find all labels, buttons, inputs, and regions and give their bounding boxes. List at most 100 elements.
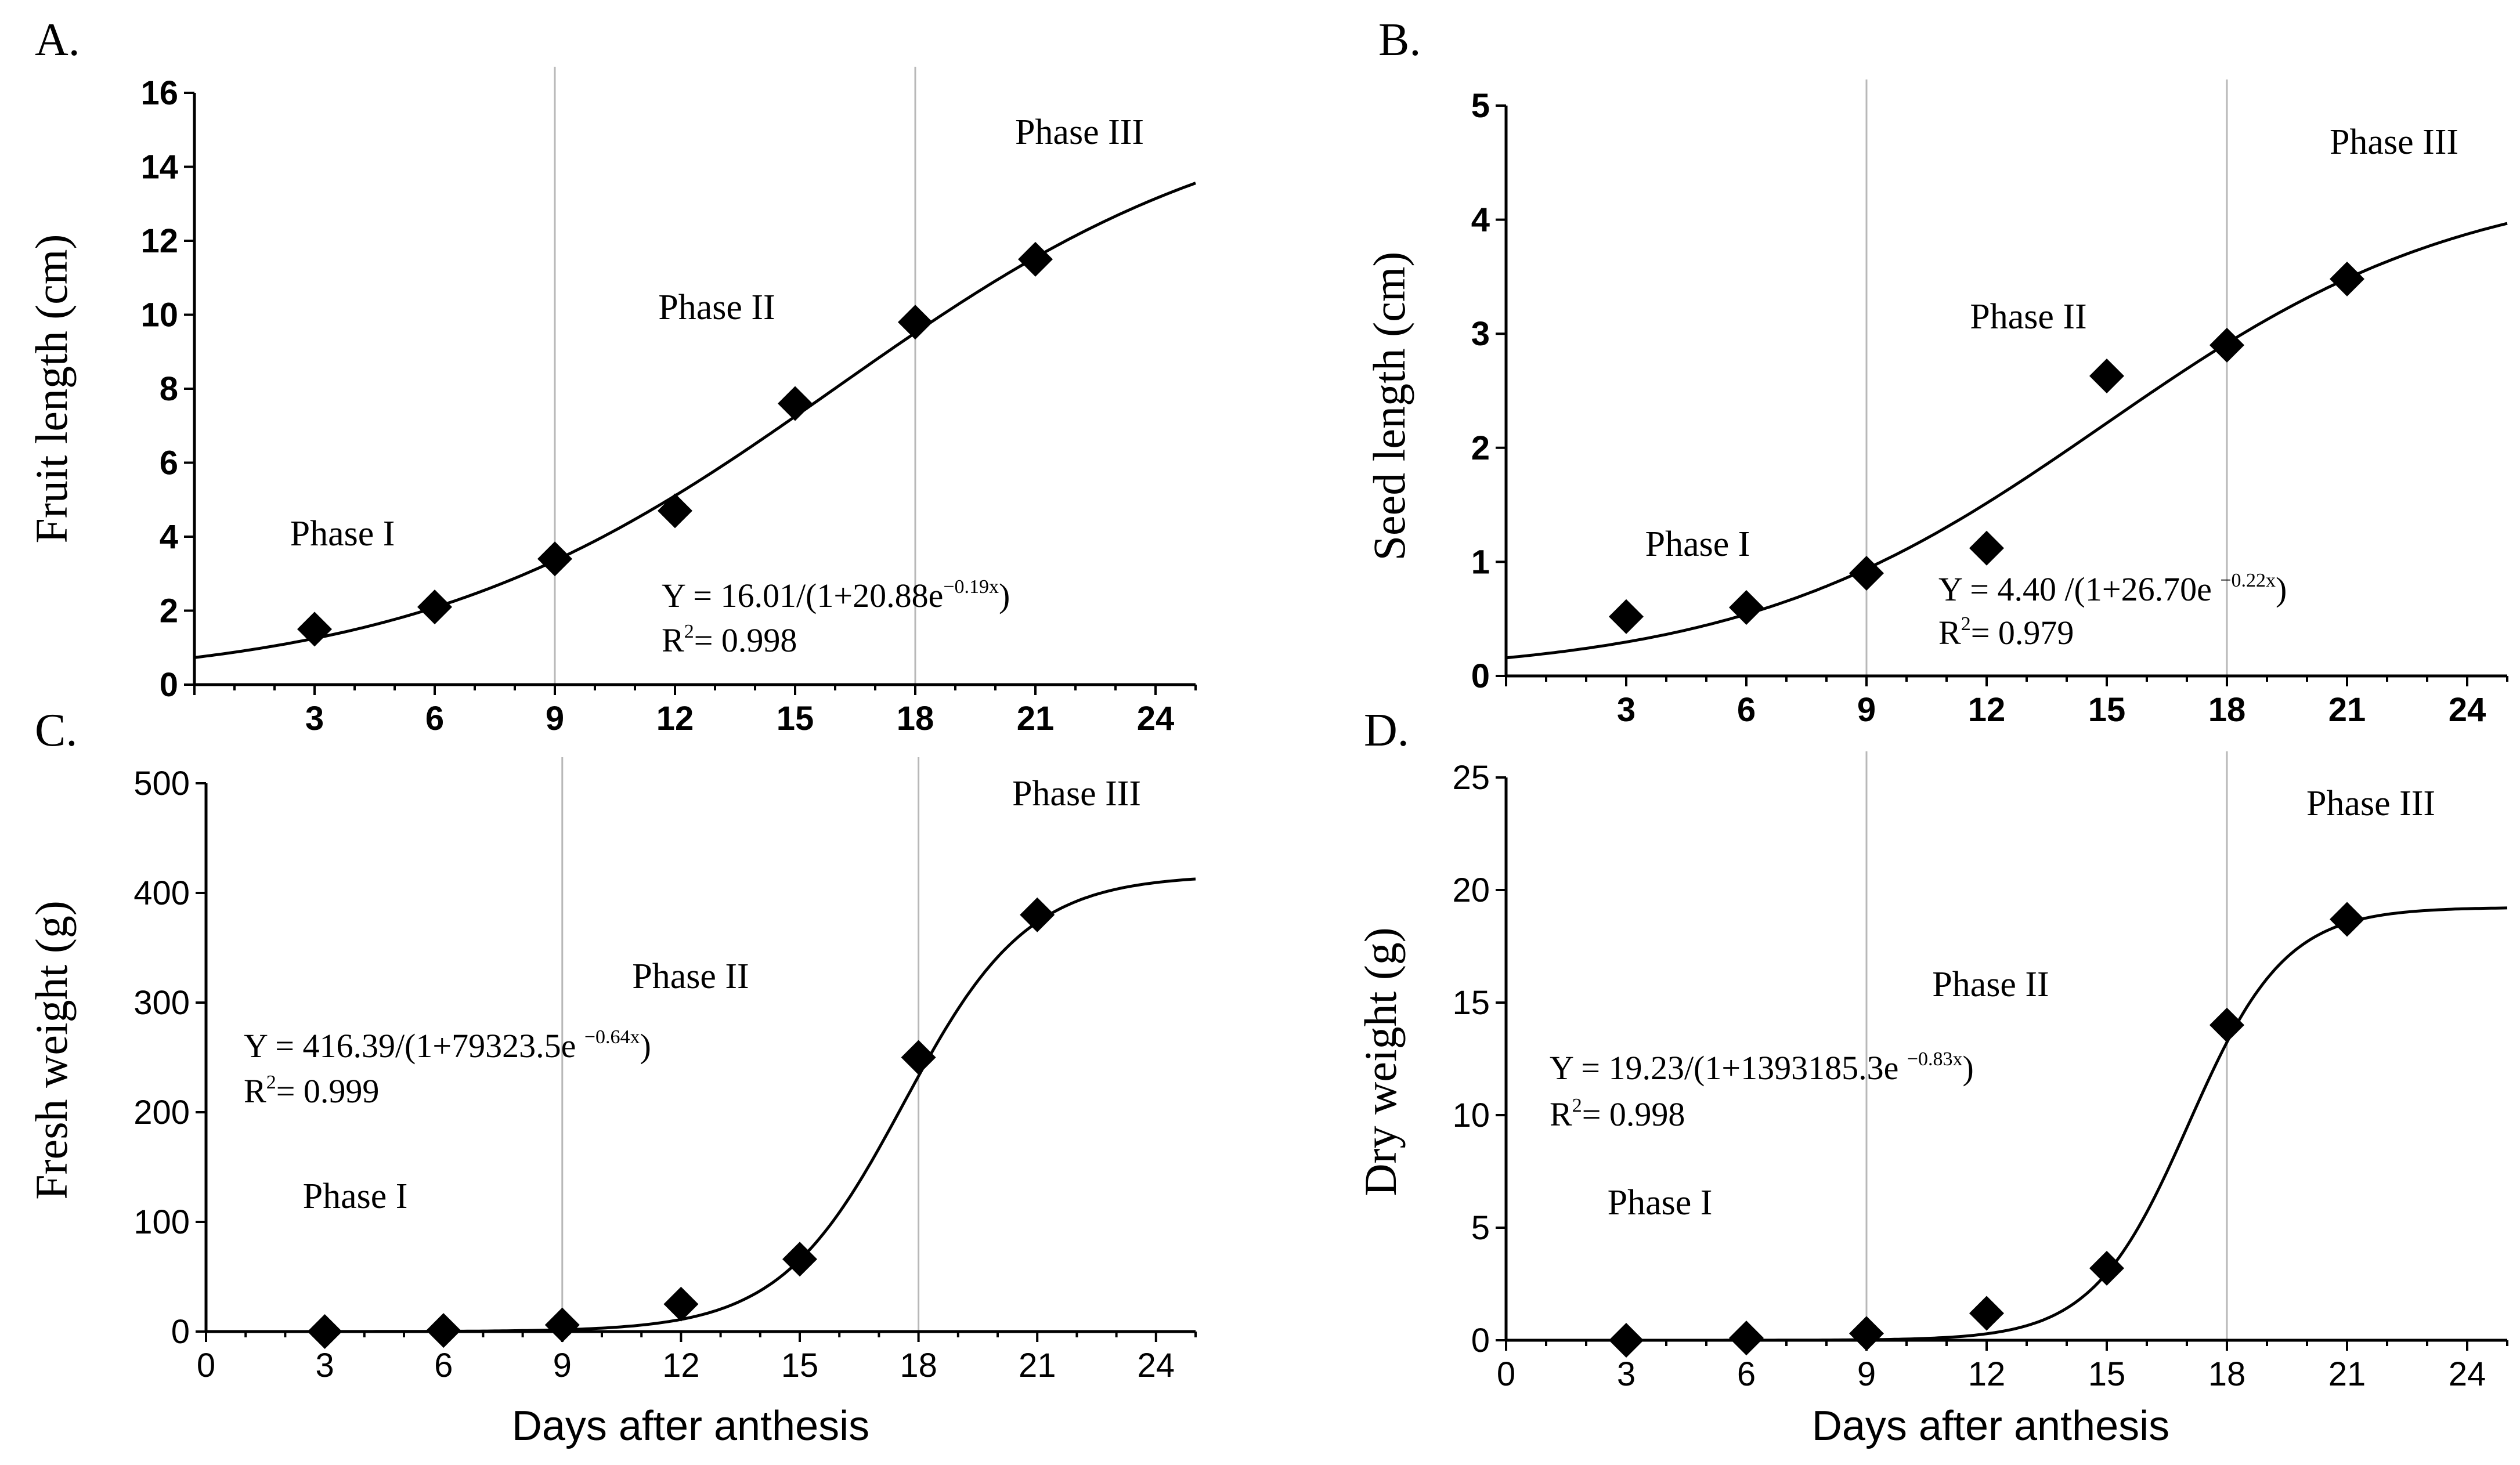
y-axis-label: Fruit length (cm) [26, 234, 77, 544]
x-tick-label: 18 [900, 1347, 937, 1384]
phase-label: Phase III [2306, 784, 2435, 823]
panel-c-fresh-weight-chart: 0 100 200 300 400 500 0 3 6 9 12 15 18 21 24 C. Fresh we… [26, 705, 1197, 1449]
data-point-diamond [1018, 241, 1053, 277]
panel-letter: D. [1364, 705, 1409, 756]
data-point-diamond [901, 1040, 936, 1075]
x-tick-label: 0 [1497, 1355, 1515, 1393]
data-point-diamond [297, 612, 332, 647]
phase-label: Phase II [1932, 965, 2049, 1004]
x-tick-label: 18 [897, 700, 934, 737]
phase-label: Phase II [1970, 297, 2086, 337]
panel-d-dry-weight-chart: 0 5 10 15 20 25 0 3 6 9 12 15 18 21 24 D. Dry weight (g)… [1355, 705, 2508, 1449]
x-tick-label: 6 [434, 1347, 453, 1384]
x-tick-label: 24 [1137, 700, 1175, 737]
phase-label: Phase III [2330, 122, 2458, 162]
x-tick-label: 3 [1617, 691, 1636, 729]
y-tick-label: 5 [1471, 87, 1490, 125]
y-tick-label: 3 [1471, 315, 1490, 353]
data-point-diamond [2089, 358, 2124, 393]
y-tick-label: 12 [140, 222, 178, 260]
y-tick-label: 25 [1452, 759, 1490, 797]
x-tick-label: 9 [546, 700, 564, 737]
data-point-diamond [778, 386, 813, 421]
data-point-diamond [1849, 1316, 1884, 1351]
phase-label: Phase II [632, 957, 749, 996]
panel-letter: C. [35, 705, 77, 756]
data-point-diamond [426, 1313, 461, 1348]
phase-label: Phase I [1608, 1183, 1713, 1222]
x-tick-label: 21 [2328, 691, 2366, 729]
data-point-diamond [2089, 1250, 2124, 1286]
x-tick-label: 12 [1968, 691, 2006, 729]
phase-label: Phase III [1012, 774, 1141, 813]
x-tick-label: 21 [1019, 1347, 1056, 1384]
x-tick-label: 3 [315, 1347, 334, 1384]
x-tick-label: 18 [2208, 691, 2246, 729]
y-axis-label: Dry weight (g) [1355, 927, 1406, 1196]
y-tick-label: 16 [140, 74, 178, 112]
x-tick-label: 15 [781, 1347, 819, 1384]
x-tick-label: 18 [2208, 1355, 2246, 1393]
y-tick-label: 0 [1471, 657, 1490, 695]
x-tick-label: 3 [1617, 1355, 1636, 1393]
y-tick-label: 5 [1471, 1209, 1490, 1247]
y-tick-label: 200 [133, 1094, 190, 1131]
y-tick-label: 500 [133, 765, 190, 802]
y-tick-label: 20 [1452, 871, 1490, 909]
data-point-diamond [1609, 1323, 1644, 1358]
data-point-diamond [782, 1242, 817, 1277]
y-tick-label: 4 [1471, 201, 1490, 239]
fit-equation: Y = 416.39/(1+79323.5e −0.64x) [244, 1026, 651, 1065]
y-tick-label: 10 [140, 296, 178, 334]
data-point-diamond [1849, 556, 1884, 591]
data-point-diamond [307, 1314, 342, 1349]
data-point-diamond [658, 493, 692, 529]
data-point-diamond [417, 589, 452, 625]
x-tick-label: 6 [425, 700, 444, 737]
x-tick-label: 6 [1737, 1355, 1756, 1393]
data-point-diamond [1729, 1321, 1764, 1356]
data-point-diamond [1609, 599, 1644, 634]
y-tick-label: 1 [1471, 543, 1490, 581]
x-tick-label: 15 [2088, 691, 2126, 729]
x-tick-label: 24 [2449, 691, 2486, 729]
x-tick-label: 12 [1968, 1355, 2006, 1393]
data-point-diamond [663, 1286, 699, 1322]
y-axis-label: Seed length (cm) [1364, 252, 1414, 561]
data-point-diamond [2330, 261, 2364, 296]
panel-letter: B. [1378, 15, 1421, 66]
y-tick-label: 100 [133, 1203, 190, 1241]
phase-label: Phase II [658, 288, 775, 327]
phase-label: Phase I [290, 514, 395, 554]
fit-equation: Y = 4.40 /(1+26.70e −0.22x) [1938, 570, 2287, 608]
data-point-diamond [2209, 1007, 2244, 1043]
y-tick-label: 10 [1452, 1097, 1490, 1134]
y-tick-label: 2 [160, 592, 178, 630]
data-point-diamond [537, 541, 572, 577]
y-tick-label: 8 [160, 370, 178, 408]
y-tick-label: 2 [1471, 429, 1490, 467]
phase-label: Phase I [303, 1177, 408, 1216]
x-tick-label: 0 [197, 1347, 215, 1384]
x-tick-label: 12 [656, 700, 694, 737]
r-squared-value: R2= 0.979 [1938, 613, 2074, 652]
x-tick-label: 15 [2088, 1355, 2126, 1393]
x-tick-label: 24 [1138, 1347, 1175, 1384]
y-tick-label: 15 [1452, 984, 1490, 1022]
y-tick-label: 0 [171, 1313, 190, 1351]
data-point-diamond [1969, 530, 2004, 566]
y-tick-label: 14 [140, 149, 178, 186]
data-point-diamond [898, 305, 933, 340]
r-squared-value: R2= 0.998 [1550, 1095, 1685, 1133]
y-tick-label: 0 [160, 666, 178, 704]
x-tick-label: 21 [2328, 1355, 2366, 1393]
y-tick-label: 4 [160, 518, 178, 556]
fit-equation: Y = 16.01/(1+20.88e−0.19x) [662, 576, 1010, 614]
x-tick-label: 9 [553, 1347, 572, 1384]
x-tick-label: 3 [305, 700, 324, 737]
y-tick-label: 6 [160, 444, 178, 482]
y-tick-label: 0 [1471, 1322, 1490, 1359]
phase-label: Phase III [1015, 113, 1144, 152]
